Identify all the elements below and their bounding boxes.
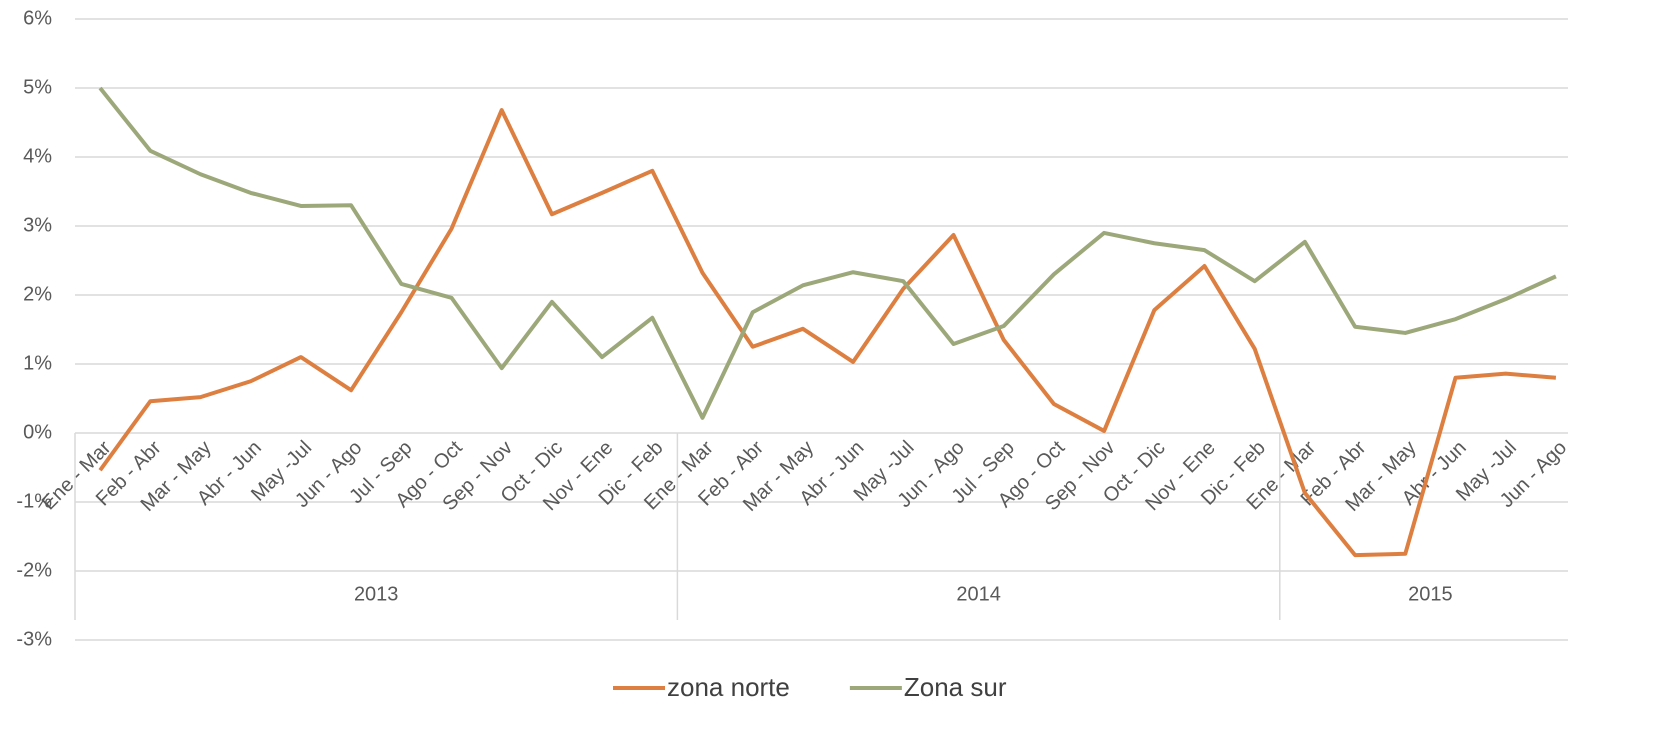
y-tick-label: -3%	[16, 628, 52, 650]
y-tick-label: 1%	[23, 352, 52, 374]
y-tick-label: 5%	[23, 76, 52, 98]
legend-label: zona norte	[667, 672, 790, 702]
y-tick-label: 6%	[23, 7, 52, 29]
chart: -3%-2%-1%0%1%2%3%4%5%6%Ene - MarFeb - Ab…	[0, 0, 1676, 747]
y-tick-label: 0%	[23, 421, 52, 443]
legend-label: Zona sur	[904, 672, 1007, 702]
y-tick-label: 3%	[23, 214, 52, 236]
y-tick-label: 4%	[23, 145, 52, 167]
group-label: 2015	[1408, 583, 1453, 605]
y-tick-label: -2%	[16, 559, 52, 581]
y-tick-label: 2%	[23, 283, 52, 305]
group-label: 2014	[956, 583, 1001, 605]
group-label: 2013	[354, 583, 399, 605]
